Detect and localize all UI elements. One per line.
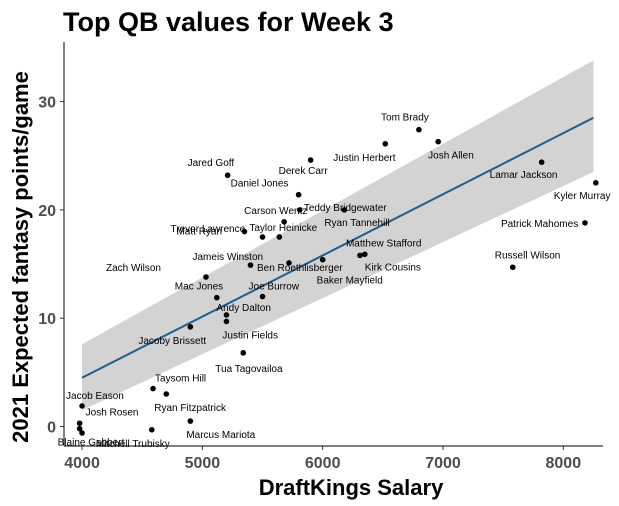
point-label: Jameis Winston	[192, 252, 263, 263]
data-point	[247, 262, 254, 268]
point-label: Jacoby Brissett	[138, 336, 206, 347]
data-points	[76, 126, 599, 436]
point-label: Teddy Bridgewater	[304, 203, 387, 214]
x-tick-label: 5000	[185, 455, 221, 472]
data-point	[79, 430, 85, 436]
data-point	[259, 293, 266, 300]
data-point	[187, 324, 194, 330]
data-point	[509, 264, 516, 271]
data-point	[240, 350, 247, 356]
data-point	[223, 312, 230, 318]
point-label: Ryan Tannehill	[324, 218, 389, 229]
point-label: Justin Fields	[222, 330, 278, 341]
data-point	[259, 234, 266, 240]
data-point	[203, 274, 209, 280]
point-label: Marcus Mariota	[186, 430, 255, 441]
point-label: Mitchell Trubisky	[96, 439, 170, 450]
data-point	[241, 228, 248, 235]
axes: 4000 5000 6000 7000 8000 0 10 20 30	[38, 42, 603, 472]
data-point	[281, 218, 287, 225]
point-labels: Tom Brady Josh Allen Justin Herbert Derek C…	[58, 113, 611, 450]
point-label: Ben Roethlisberger	[257, 263, 343, 274]
point-label: Ryan Fitzpatrick	[154, 403, 227, 414]
point-label: Carson Wentz	[244, 206, 307, 217]
y-tick-label: 10	[38, 311, 56, 328]
data-point	[76, 425, 83, 432]
point-label: Blaine Gabbert	[58, 438, 125, 449]
point-label: Matt Ryan	[176, 227, 222, 238]
data-point	[297, 207, 303, 213]
point-label: Derek Carr	[279, 166, 329, 177]
point-label: Josh Rosen	[86, 407, 139, 418]
point-label: Jared Goff	[188, 158, 235, 169]
point-label: Mac Jones	[175, 282, 223, 293]
data-point	[435, 138, 441, 145]
data-point	[286, 260, 292, 266]
y-tick-label: 30	[38, 95, 56, 112]
point-label: Justin Herbert	[333, 153, 395, 164]
y-axis-ticks: 0 10 20 30	[38, 95, 64, 437]
data-point	[416, 126, 422, 133]
data-point	[79, 403, 85, 409]
data-point	[76, 420, 83, 427]
data-point	[213, 294, 220, 301]
point-label: Zach Wilson	[106, 263, 161, 274]
point-label: Trevor Lawrence	[171, 224, 246, 235]
x-tick-label: 4000	[64, 455, 100, 472]
data-point	[382, 141, 389, 147]
chart-title: Top QB values for Week 3	[63, 7, 394, 37]
x-tick-label: 8000	[546, 455, 582, 472]
data-point	[224, 172, 231, 179]
data-point	[319, 256, 326, 263]
point-label: Daniel Jones	[231, 179, 289, 190]
point-label: Russell Wilson	[495, 250, 561, 261]
data-point	[150, 385, 156, 392]
point-label: Taylor Heinicke	[249, 223, 317, 234]
point-label: Joe Burrow	[249, 282, 300, 293]
point-label: Kyler Murray	[554, 191, 611, 202]
x-tick-label: 6000	[305, 455, 341, 472]
data-point	[357, 252, 363, 259]
x-tick-label: 7000	[425, 455, 461, 472]
x-axis-ticks: 4000 5000 6000 7000 8000	[64, 446, 581, 472]
data-point	[163, 391, 170, 397]
data-point	[307, 157, 314, 163]
data-point	[223, 318, 230, 325]
y-axis-title: 2021 Expected fantasy points/game	[8, 71, 33, 443]
point-label: Tua Tagovailoa	[215, 364, 283, 375]
data-point	[187, 418, 194, 424]
trend-line	[81, 116, 594, 379]
point-label: Jacob Eason	[66, 391, 124, 402]
data-point	[582, 220, 588, 226]
point-label: Kirk Cousins	[365, 262, 421, 273]
data-point	[592, 180, 599, 186]
confidence-band	[82, 60, 594, 411]
point-label: Baker Mayfield	[317, 276, 383, 287]
data-point	[538, 159, 545, 166]
point-label: Lamar Jackson	[490, 170, 558, 181]
data-point	[149, 426, 155, 433]
point-label: Patrick Mahomes	[501, 219, 578, 230]
data-point	[295, 191, 302, 198]
point-label: Andy Dalton	[216, 303, 270, 314]
data-point	[341, 207, 348, 213]
x-axis-title: DraftKings Salary	[259, 475, 444, 500]
y-tick-label: 20	[38, 203, 56, 220]
point-label: Josh Allen	[428, 151, 474, 162]
point-label: Matthew Stafford	[346, 238, 421, 249]
point-label: Taysom Hill	[155, 374, 206, 385]
data-point	[276, 234, 283, 240]
plot-panel: Tom Brady Josh Allen Justin Herbert Derek C…	[58, 60, 611, 450]
point-label: Tom Brady	[381, 113, 429, 124]
data-point	[361, 251, 368, 258]
y-tick-label: 0	[47, 420, 56, 437]
